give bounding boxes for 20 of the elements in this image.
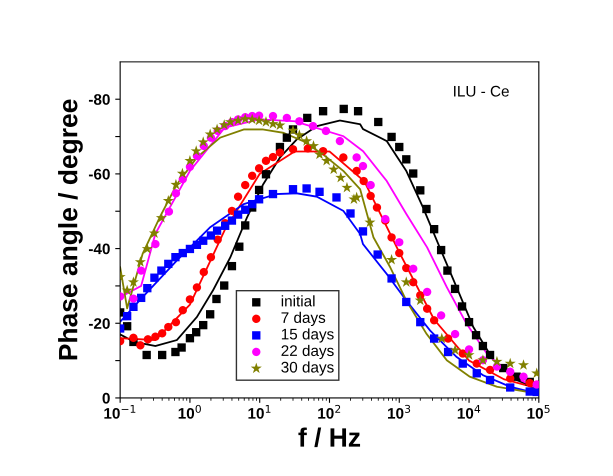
y-axis-title: Phase angle / degree [58,100,83,360]
y-tick-label: -80 [88,94,110,105]
legend-label: 15 days [282,328,334,343]
x-tick-label: 10$^{5}$ [528,404,550,419]
y-tick-label: -20 [88,318,110,329]
y-tick-label: -40 [88,243,110,254]
x-tick-label: 10$^{3}$ [388,404,410,419]
y-tick-label: 0 [102,392,110,404]
legend-label: 7 days [282,312,326,326]
y-tick-label: -60 [88,168,110,180]
legend-label: initial [282,295,315,306]
legend-label: 30 days [281,361,334,376]
x-tick-label: 10$^{2}$ [318,404,340,419]
x-tick-label: 10$^{1}$ [248,404,270,419]
x-tick-label: 10$^{0}$ [178,404,201,419]
legend-label: 22 days [281,344,334,360]
x-tick-label: 10$^{−1}$ [104,404,136,419]
x-tick-label: 10$^{4}$ [458,404,480,419]
x-axis-title: f / Hz [298,427,360,448]
annotation: ILU - Ce [454,86,509,97]
